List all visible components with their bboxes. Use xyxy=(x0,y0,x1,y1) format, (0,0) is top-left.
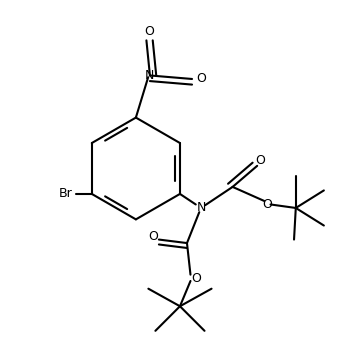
Text: O: O xyxy=(196,72,206,86)
Text: Br: Br xyxy=(59,187,72,200)
Text: O: O xyxy=(262,198,272,211)
Text: N: N xyxy=(145,69,155,82)
Text: O: O xyxy=(255,154,265,167)
Text: O: O xyxy=(149,230,158,243)
Text: O: O xyxy=(145,25,155,38)
Text: N: N xyxy=(196,201,206,214)
Text: O: O xyxy=(191,272,201,285)
